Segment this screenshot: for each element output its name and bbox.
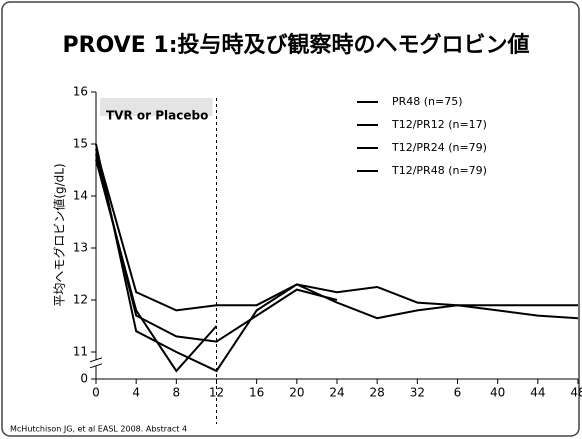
x-tick-label: 8 xyxy=(173,386,181,400)
series-line xyxy=(95,154,338,343)
series-line xyxy=(95,143,579,373)
y-tick-label: 15 xyxy=(73,137,88,151)
x-tick-label: 20 xyxy=(289,386,304,400)
legend-label: PR48 (n=75) xyxy=(392,95,463,108)
x-tick-label: 40 xyxy=(490,386,505,400)
y-tick-label: 14 xyxy=(73,189,88,203)
legend-label: T12/PR48 (n=79) xyxy=(391,164,487,177)
x-tick-label: 4 xyxy=(132,386,140,400)
x-tick-label: 28 xyxy=(370,386,385,400)
axis-break xyxy=(89,363,103,369)
y-tick-label: 11 xyxy=(73,345,88,359)
y-axis-label: 平均ヘモグロビン値(g/dL) xyxy=(52,163,67,306)
annotation-band xyxy=(100,98,213,116)
series-line xyxy=(95,159,218,373)
source: McHutchison JG, et al EASL 2008. Abstrac… xyxy=(10,425,187,434)
x-tick-label: 16 xyxy=(249,386,264,400)
y-tick-label: 12 xyxy=(73,293,88,307)
y-tick-label: 13 xyxy=(73,241,88,255)
x-tick-label: 32 xyxy=(410,386,425,400)
axis-break xyxy=(89,357,103,363)
axis-break-gap xyxy=(90,359,102,366)
x-tick-label: 48 xyxy=(570,386,582,400)
x-tick-label: 6 xyxy=(454,386,462,400)
x-tick-label: 44 xyxy=(530,386,545,400)
legend-label: T12/PR12 (n=17) xyxy=(391,118,487,131)
annotation-text: TVR or Placebo xyxy=(106,109,208,123)
legend-label: T12/PR24 (n=79) xyxy=(391,141,487,154)
x-tick-label: 0 xyxy=(92,386,100,400)
x-tick-label: 24 xyxy=(329,386,344,400)
y-tick-label: 0 xyxy=(80,372,88,386)
y-tick-label: 16 xyxy=(73,85,88,99)
x-tick-label: 12 xyxy=(209,386,224,400)
series-line xyxy=(95,148,578,312)
chart-title: PROVE 1:投与時及び観察時のヘモグロビン値 xyxy=(63,32,530,58)
